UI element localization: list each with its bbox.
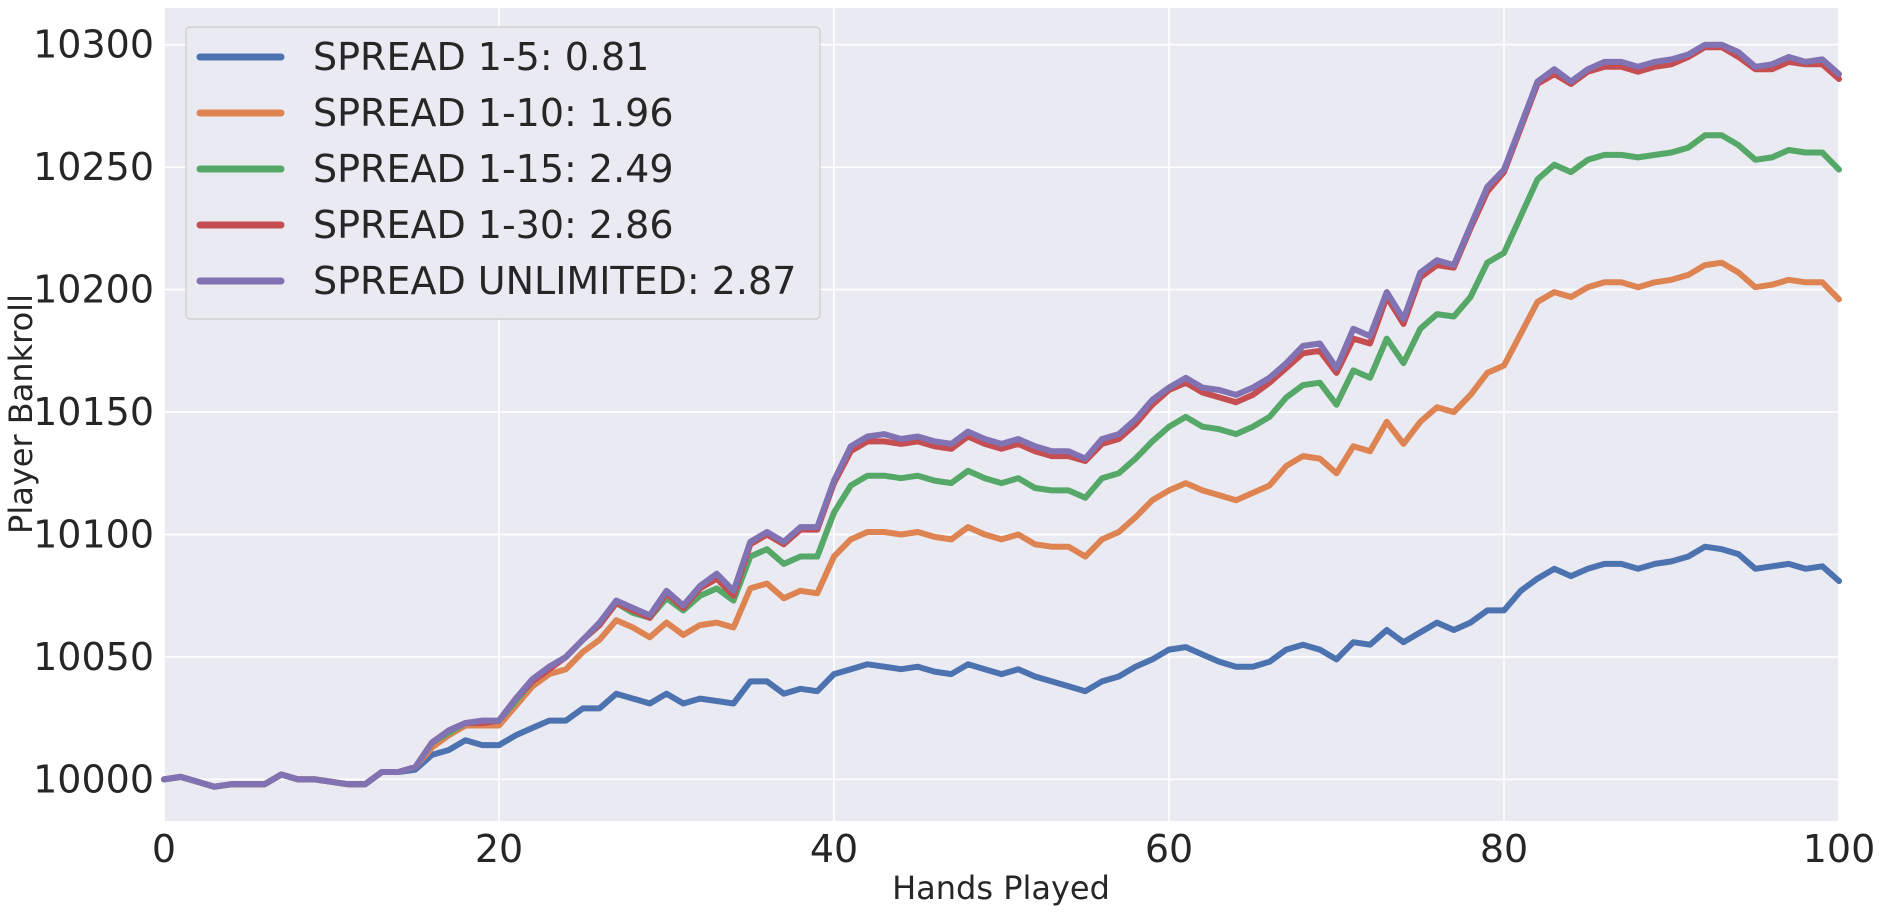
x-tick-label: 20 (475, 827, 523, 871)
x-tick-label: 80 (1480, 827, 1528, 871)
legend-entry: SPREAD 1-5: 0.81 (313, 35, 649, 79)
y-tick-label: 10050 (33, 635, 154, 679)
x-tick-label: 0 (152, 827, 176, 871)
y-axis-label: Player Bankroll (2, 294, 40, 534)
y-tick-label: 10000 (33, 757, 154, 801)
legend-entry: SPREAD 1-10: 1.96 (313, 91, 674, 135)
y-tick-label: 10300 (33, 23, 154, 67)
series-line-1 (161, 543, 1842, 790)
legend-entry: SPREAD UNLIMITED: 2.87 (313, 259, 796, 303)
legend-entry: SPREAD 1-30: 2.86 (313, 203, 674, 247)
y-tick-label: 10250 (33, 145, 154, 189)
x-tick-label: 100 (1803, 827, 1876, 871)
x-axis-label: Hands Played (892, 869, 1110, 907)
grid (163, 8, 1840, 821)
x-tick-label: 40 (810, 827, 858, 871)
legend: SPREAD 1-5: 0.81 SPREAD 1-10: 1.96 SPREAD … (185, 26, 821, 320)
y-tick-label: 10200 (33, 268, 154, 312)
series-line-5 (161, 41, 1842, 790)
legend-entry: SPREAD 1-15: 2.49 (313, 147, 674, 191)
series-lines (161, 41, 1842, 790)
y-tick-label: 10100 (33, 512, 154, 556)
x-tick-label: 60 (1145, 827, 1193, 871)
y-tick-label: 10150 (33, 390, 154, 434)
legend-box (185, 26, 821, 320)
tick-labels: 0 20 40 60 80 100 10000 10050 10100 10150 10200 102… (33, 23, 1875, 871)
